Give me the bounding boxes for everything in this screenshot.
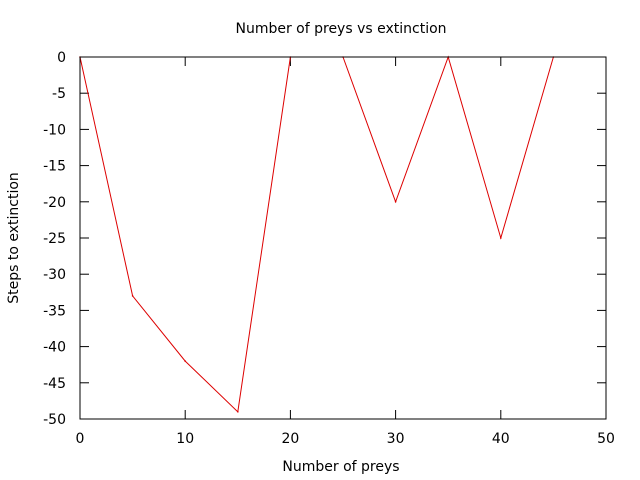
y-tick-label: -50 (43, 412, 66, 428)
y-tick-label: -10 (43, 122, 66, 138)
data-point (237, 410, 239, 413)
y-tick-label: -20 (43, 195, 66, 211)
y-tick-label: -25 (43, 231, 66, 247)
x-tick-label: 40 (492, 431, 510, 447)
x-tick-label: 30 (387, 431, 405, 447)
y-axis-label: Steps to extinction (6, 172, 22, 304)
data-point (394, 201, 397, 203)
x-axis-label: Number of preys (282, 459, 399, 475)
y-tick-label: -5 (52, 86, 66, 102)
y-tick-label: -40 (43, 340, 66, 356)
y-tick-label: 0 (57, 50, 66, 66)
y-tick-label: -15 (43, 159, 66, 175)
x-tick-label: 20 (281, 431, 299, 447)
data-point (131, 295, 134, 297)
x-tick-label: 50 (597, 431, 615, 447)
y-tick-label: -30 (43, 267, 66, 283)
x-tick-label: 10 (176, 431, 194, 447)
y-tick-label: -35 (43, 303, 66, 319)
axis-ticks: 0 10 20 30 40 50 0 -5 -10 -15 -20 -25 -30 -35 -40 -45 -5… (43, 50, 615, 447)
chart-title: Number of preys vs extinction (235, 21, 446, 37)
plot-frame (79, 56, 607, 420)
data-point (184, 360, 186, 362)
y-tick-label: -45 (43, 376, 66, 392)
data-point (500, 237, 502, 239)
x-tick-label: 0 (76, 431, 85, 447)
